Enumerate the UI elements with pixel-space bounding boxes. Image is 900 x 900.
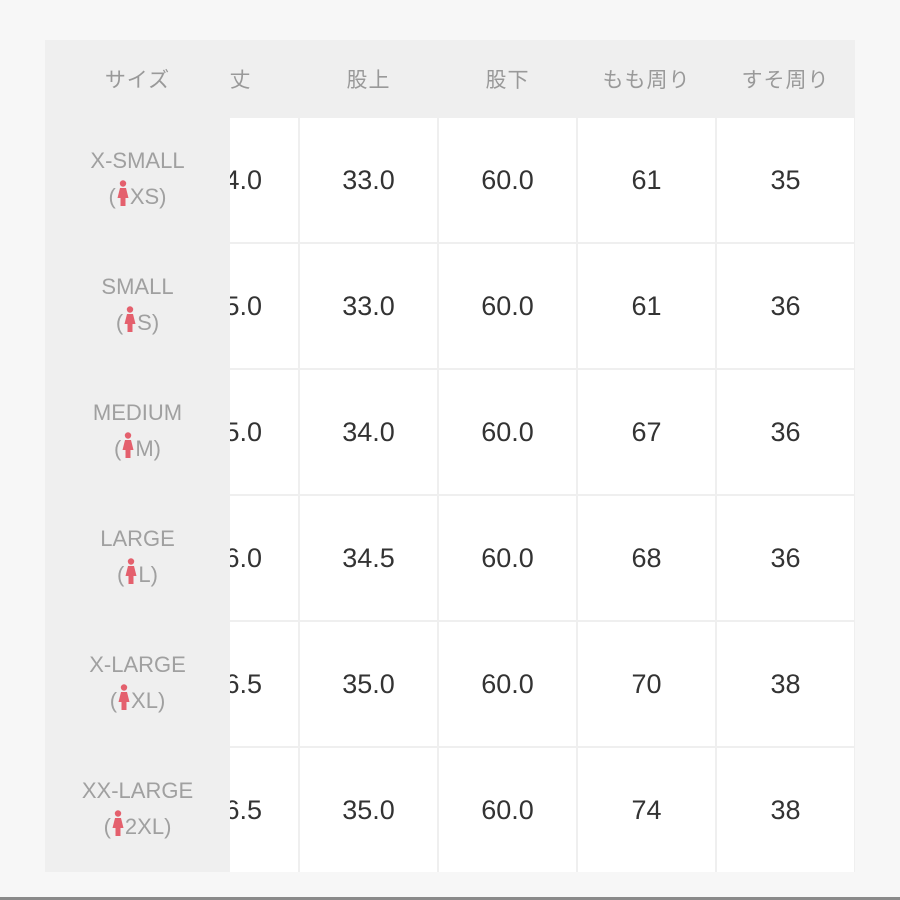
column-header: もも周り <box>602 68 691 92</box>
size-code: (2XL) <box>103 809 172 847</box>
paren: ) <box>151 310 160 336</box>
size-label: MEDIUM ( M) <box>45 369 230 495</box>
table-row: 5.0 33.0 60.0 61 36 <box>230 243 855 369</box>
size-code-text: XL <box>131 688 158 714</box>
table-cell: 60.0 <box>439 748 576 872</box>
table-cell: 35.0 <box>300 622 437 746</box>
woman-figure-icon <box>125 558 137 595</box>
table-cell: 60.0 <box>439 622 576 746</box>
table-cell: 34.5 <box>300 496 437 620</box>
table-cell: 5.0 <box>230 244 298 368</box>
woman-figure-icon <box>112 810 124 847</box>
table-row: 6.0 34.5 60.0 68 36 <box>230 495 855 621</box>
paren: ) <box>157 688 166 714</box>
column-header: すそ周り <box>741 68 830 92</box>
size-header: サイズ <box>104 68 171 92</box>
size-name: LARGE <box>100 526 175 552</box>
size-code-text: M <box>135 436 154 462</box>
paren: ( <box>108 184 116 210</box>
paren: ( <box>114 436 122 462</box>
table-cell: 35.0 <box>300 748 437 872</box>
size-code: ( XL) <box>109 683 166 721</box>
table-cell: 6.5 <box>230 622 298 746</box>
header-row: ツ丈 股上 股下 もも周り すそ周り <box>230 40 855 117</box>
table-cell: 38 <box>717 622 854 746</box>
table-cell: 6.5 <box>230 748 298 872</box>
table-cell: 70 <box>578 622 715 746</box>
table-cell: 36 <box>717 370 854 494</box>
size-label: XX-LARGE (2XL) <box>45 747 230 873</box>
size-code-text: 2XL <box>124 814 165 840</box>
table-cell: 33.0 <box>300 118 437 242</box>
divider <box>0 897 900 900</box>
table-cell: 60.0 <box>439 496 576 620</box>
paren: ) <box>150 562 158 588</box>
table-row: 6.5 35.0 60.0 74 38 <box>230 747 855 872</box>
size-label: X-LARGE ( XL) <box>45 621 230 747</box>
woman-figure-icon <box>117 180 129 217</box>
size-name: X-LARGE <box>89 652 186 678</box>
table-cell: 68 <box>578 496 715 620</box>
size-code-text: L <box>138 562 151 588</box>
table-cell: 60.0 <box>439 370 576 494</box>
column-header: ツ丈 <box>230 68 252 92</box>
size-code-text: XS <box>129 184 160 210</box>
size-name: SMALL <box>101 274 174 300</box>
size-code: ( M) <box>114 431 161 469</box>
size-code: ( S) <box>116 305 159 343</box>
table-cell: 60.0 <box>439 244 576 368</box>
column-header: 股上 <box>346 68 391 92</box>
woman-figure-icon <box>122 432 134 469</box>
size-code: ( XS) <box>108 179 167 217</box>
woman-figure-icon <box>124 306 136 343</box>
size-column: サイズ X-SMALL ( XS) SMALL ( S) MEDIUM ( M) LARGE ( L)… <box>45 40 230 872</box>
paren: ( <box>115 310 124 336</box>
table-cell: 61 <box>578 244 715 368</box>
column-header: 股下 <box>485 68 530 92</box>
table-cell: 6.0 <box>230 496 298 620</box>
table-cell: 36 <box>717 496 854 620</box>
table-cell: 38 <box>717 748 854 872</box>
paren: ( <box>109 688 118 714</box>
table-cell: 36 <box>717 244 854 368</box>
size-name: XX-LARGE <box>81 778 194 804</box>
table-cell: 4.0 <box>230 118 298 242</box>
size-label: SMALL ( S) <box>45 243 230 369</box>
size-code: ( L) <box>117 557 158 595</box>
woman-figure-icon <box>118 684 130 721</box>
paren: ( <box>117 562 125 588</box>
table-cell: 35 <box>717 118 854 242</box>
table-cell: 67 <box>578 370 715 494</box>
table-cell: 74 <box>578 748 715 872</box>
table-cell: 61 <box>578 118 715 242</box>
table-cell: 34.0 <box>300 370 437 494</box>
size-name: X-SMALL <box>90 148 185 174</box>
table-row: 5.0 34.0 60.0 67 36 <box>230 369 855 495</box>
table-cell: 5.0 <box>230 370 298 494</box>
size-label: LARGE ( L) <box>45 495 230 621</box>
size-code-text: S <box>137 310 152 336</box>
table-cell: 33.0 <box>300 244 437 368</box>
table-row: 6.5 35.0 60.0 70 38 <box>230 621 855 747</box>
paren: ) <box>153 436 161 462</box>
paren: ) <box>164 814 172 840</box>
size-table: サイズ X-SMALL ( XS) SMALL ( S) MEDIUM ( M) LARGE ( L)… <box>45 40 855 872</box>
table-cell: 60.0 <box>439 118 576 242</box>
table-row: 4.0 33.0 60.0 61 35 <box>230 117 855 243</box>
paren: ( <box>103 814 111 840</box>
size-name: MEDIUM <box>92 400 183 426</box>
paren: ) <box>159 184 167 210</box>
size-label: X-SMALL ( XS) <box>45 117 230 243</box>
table-scroll-area[interactable]: ツ丈股上股下もも周りすそ周り 4.033.060.061355.033.060.… <box>230 40 855 872</box>
